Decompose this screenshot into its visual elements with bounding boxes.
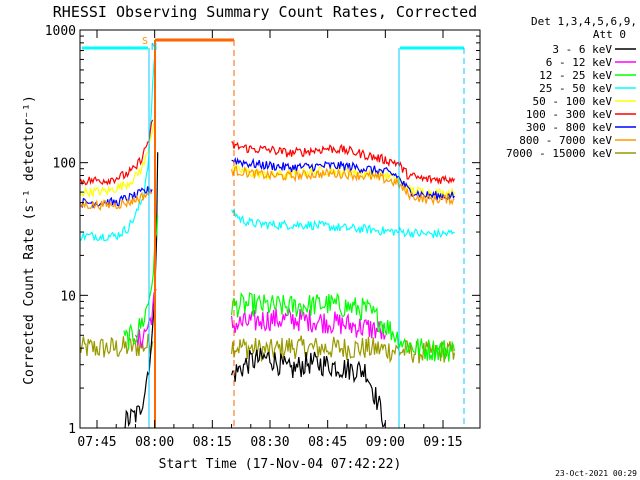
series-line-3-6-kev-seg1 [123,152,159,428]
series-line-800-7000-kev-seg0 [80,187,153,211]
marker-label-s: S [142,36,148,47]
x-tick-label-3: 08:30 [250,435,289,450]
y-tick-label-2: 100 [53,157,76,172]
x-axis-label: Start Time (17-Nov-04 07:42:22) [159,457,402,472]
series-line-6-12-kev-seg1 [134,289,157,350]
plot-area [80,38,465,428]
series-line-800-7000-kev-seg1 [231,165,455,206]
legend-entry-label-0: 3 - 6 keV [552,43,612,56]
chart-title: RHESSI Observing Summary Count Rates, Co… [53,3,477,21]
series-line-12-25-kev-seg1 [123,215,159,350]
series-line-300-800-kev-seg0 [80,186,153,209]
y-tick-label-0: 1 [68,422,76,437]
series-line-3-6-kev-seg2 [231,347,386,428]
legend-entry-label-8: 7000 - 15000 keV [506,147,612,160]
legend-entry-label-5: 100 - 300 keV [526,108,612,121]
plot-frame [79,29,481,429]
legend-header-line-2: Att 0 [593,28,626,41]
legend-entry-label-4: 50 - 100 keV [533,95,613,108]
series-line-100-300-kev-seg0 [80,119,154,186]
x-tick-label-5: 09:00 [366,435,405,450]
x-tick-label-0: 07:45 [77,435,116,450]
legend-header-line-1: Det 1,3,4,5,6,9, [531,15,637,28]
x-tick-label-4: 08:45 [308,435,347,450]
y-tick-label-3: 1000 [45,24,76,39]
series-line-6-12-kev-seg2 [231,307,386,340]
series-line-300-800-kev-seg1 [231,156,455,201]
legend-entry-label-6: 300 - 800 keV [526,121,612,134]
series-line-12-25-kev-seg2 [231,291,456,362]
event-lines [148,40,465,428]
series-line-7000-15000-kev-seg0 [80,333,154,358]
series-layer [80,50,456,428]
series-line-25-50-kev-seg0 [80,50,156,242]
legend-entry-label-2: 12 - 25 keV [539,69,612,82]
y-axis-label: Corrected Count Rate (s⁻¹ detector⁻¹) [22,95,37,385]
x-tick-label-6: 09:15 [423,435,462,450]
x-tick-label-2: 08:15 [193,435,232,450]
x-tick-label-1: 08:00 [135,435,174,450]
marker-label-n: N [151,42,157,53]
footer-timestamp: 23-Oct-2021 00:29 [555,469,637,478]
legend-entry-label-1: 6 - 12 keV [546,56,613,69]
y-axis-ticks: 1 10 100 1000 [45,24,480,437]
y-tick-label-1: 10 [60,289,76,304]
series-line-25-50-kev-seg1 [231,207,455,239]
x-axis-ticks: 07:45 08:00 08:15 08:30 08:45 09:00 09:15 [77,30,463,450]
legend-entry-label-7: 800 - 7000 keV [519,134,612,147]
series-line-100-300-kev-seg1 [231,141,456,186]
legend-entry-label-3: 25 - 50 keV [539,82,612,95]
series-line-50-100-kev-seg0 [80,122,155,199]
time-bands [82,38,464,50]
